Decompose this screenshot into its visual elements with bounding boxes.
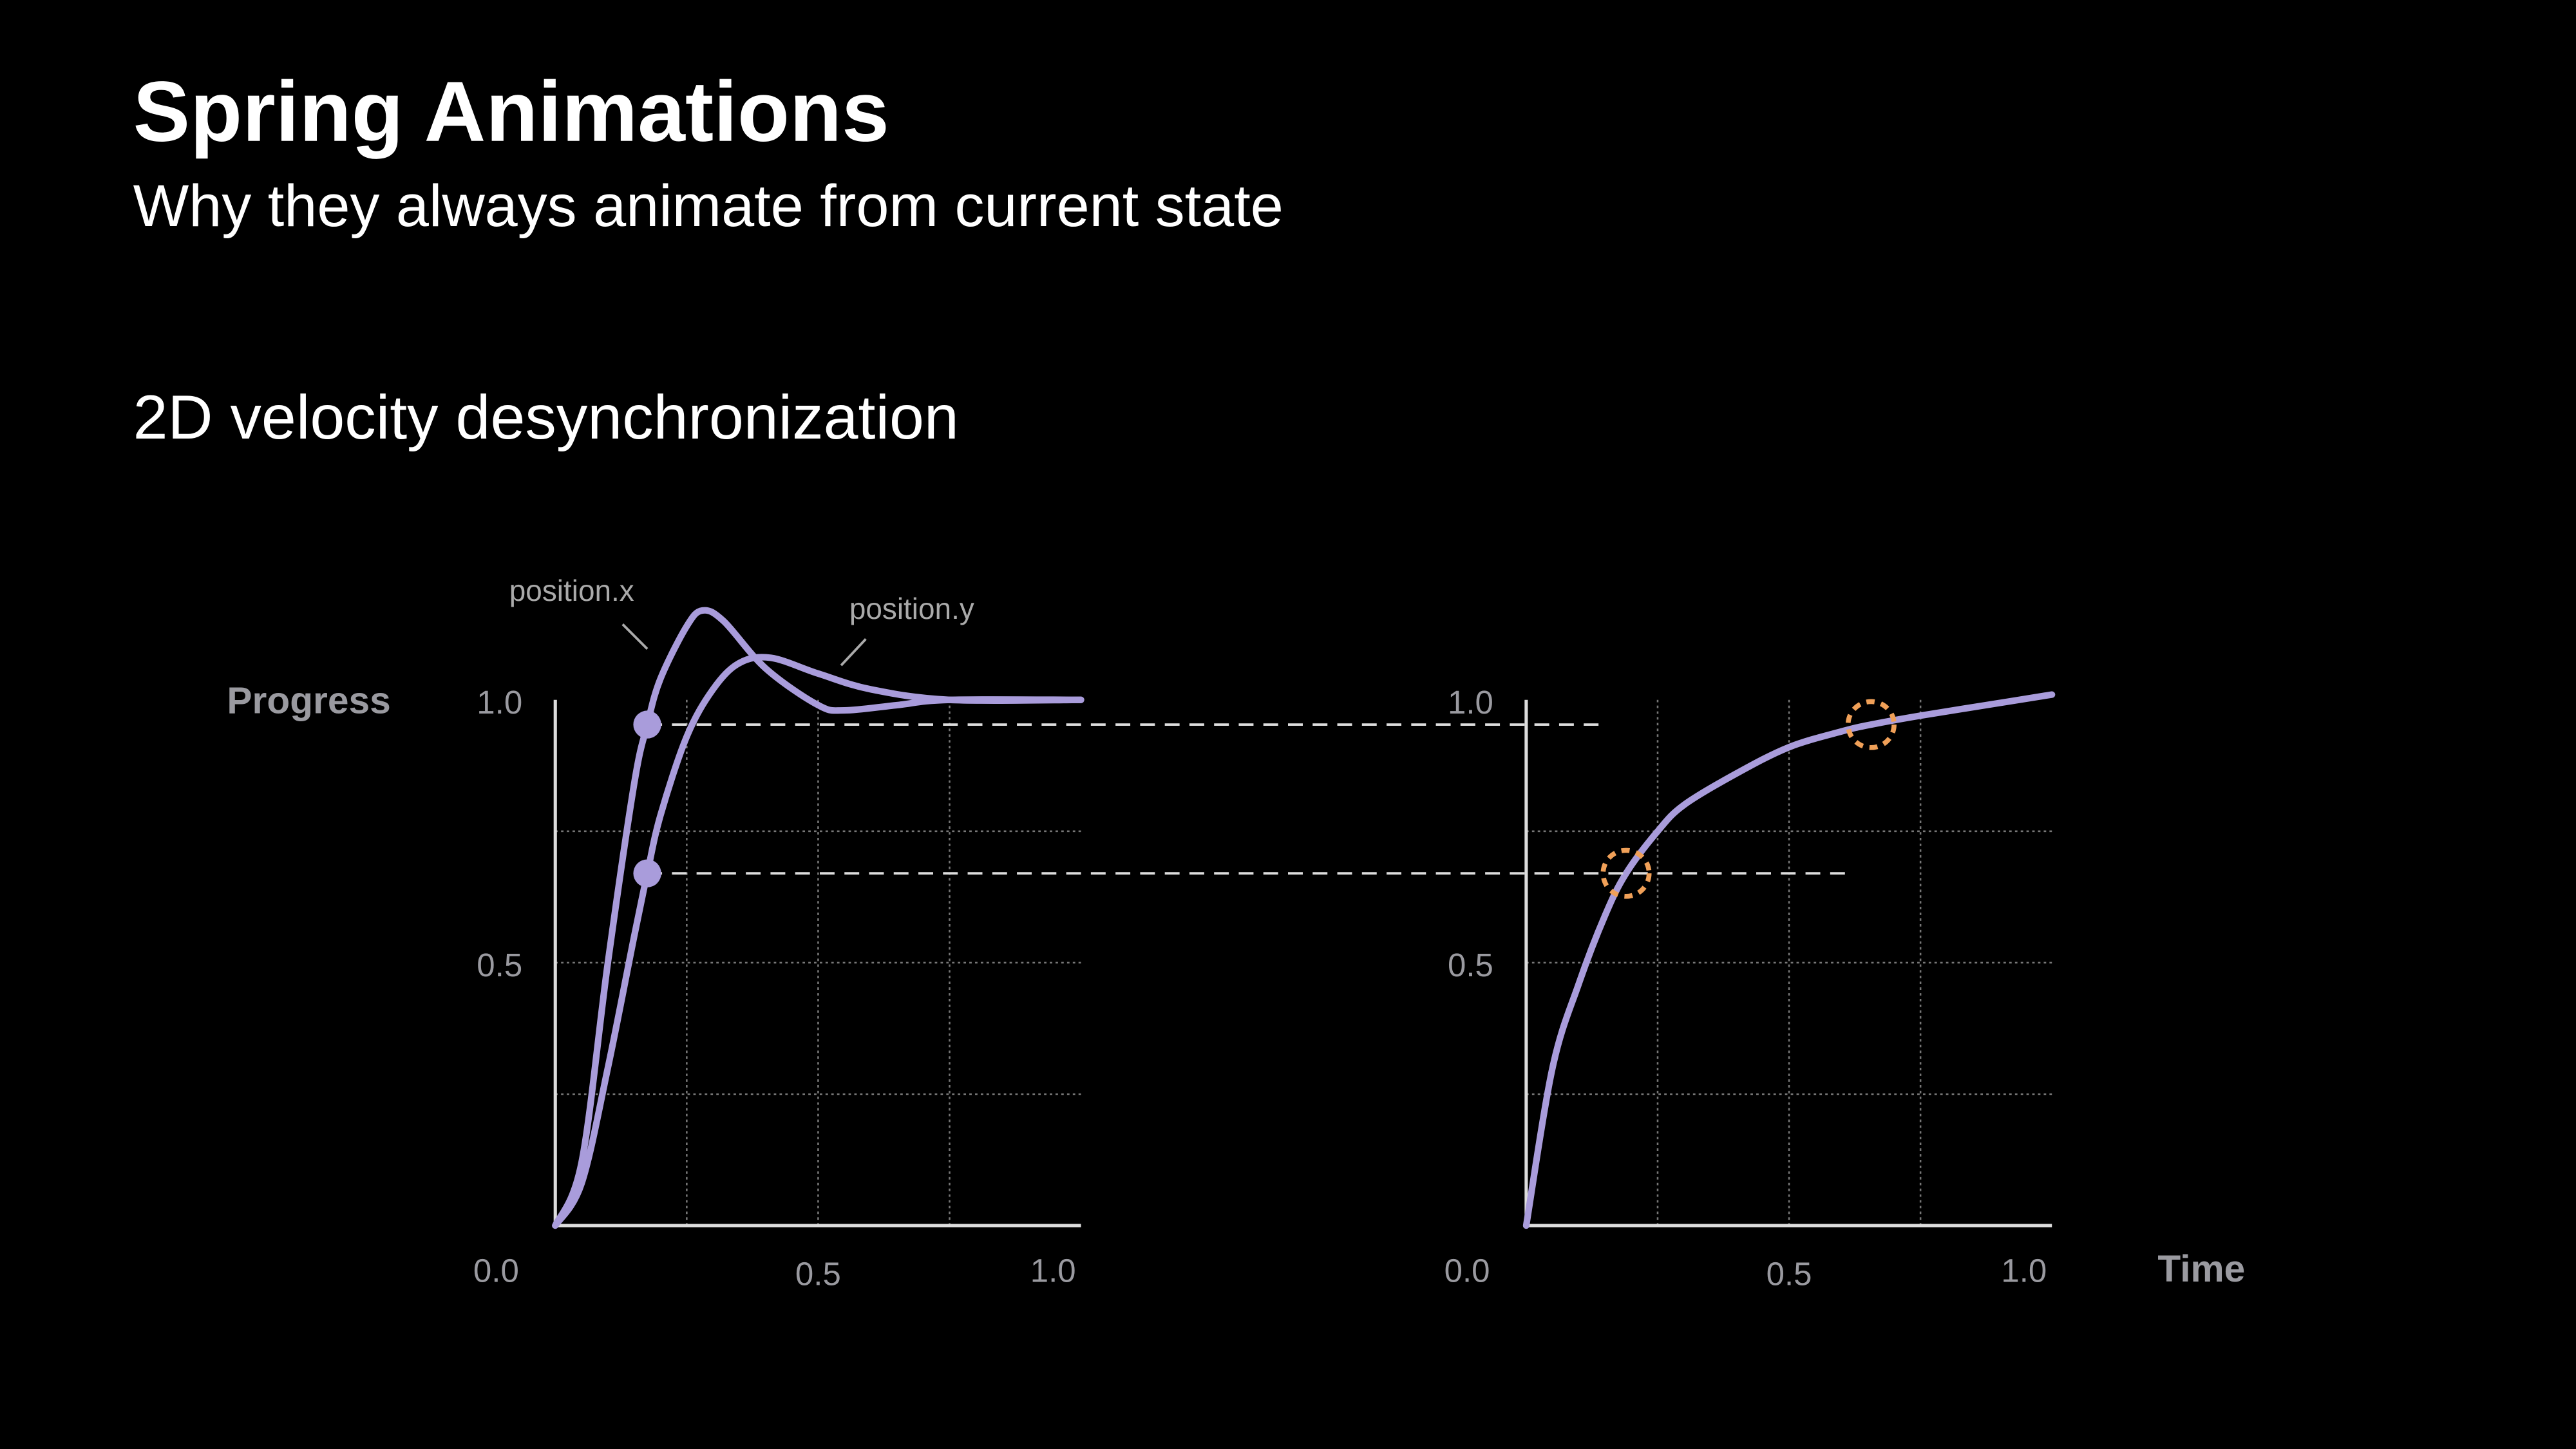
x-tick-label: 0.5: [795, 1256, 841, 1293]
x-tick-label: 1.0: [2001, 1253, 2047, 1289]
y-tick-label: 0.5: [477, 947, 522, 983]
x-tick-label: 0.0: [473, 1253, 519, 1289]
y-tick-label: 0.5: [1448, 947, 1493, 983]
leader-line: [840, 638, 867, 667]
slide-title: Spring Animations: [133, 64, 889, 160]
leader-line: [621, 623, 649, 650]
series-label: position.y: [849, 592, 974, 625]
point: [633, 859, 661, 887]
x-tick-label: 1.0: [1030, 1253, 1076, 1289]
line-series: [552, 607, 1084, 1229]
highlight-circle: [1600, 848, 1652, 899]
highlight-circle: [1845, 699, 1897, 750]
x-tick-label: 0.0: [1444, 1253, 1490, 1289]
y-tick-label: 1.0: [1448, 684, 1493, 721]
x-axis-label: Time: [2157, 1248, 2245, 1290]
y-tick-label: 1.0: [477, 684, 522, 721]
section-heading: 2D velocity desynchronization: [133, 382, 959, 452]
y-axis-label: Progress: [227, 679, 390, 721]
line-series: [1522, 691, 2056, 1229]
x-tick-label: 0.5: [1766, 1256, 1812, 1293]
series-label: position.x: [509, 574, 634, 607]
point: [633, 710, 661, 739]
slide-subtitle: Why they always animate from current sta…: [133, 173, 1283, 239]
line-series: [552, 654, 1084, 1229]
